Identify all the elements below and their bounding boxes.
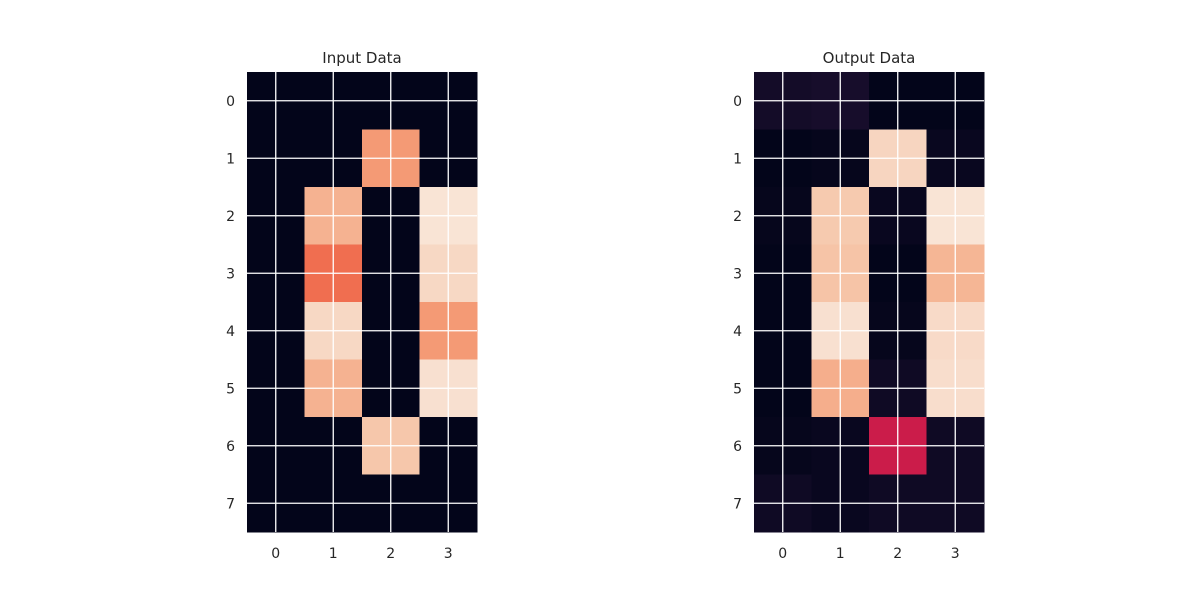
chart-title: Input Data: [322, 49, 401, 67]
y-tick-label: 5: [733, 381, 742, 397]
y-tick-label: 4: [226, 324, 235, 340]
y-tick-label: 1: [226, 151, 235, 167]
x-tick-label: 3: [951, 546, 960, 562]
x-tick-label: 3: [444, 546, 453, 562]
x-tick-label: 0: [778, 546, 787, 562]
x-tick-label: 0: [271, 546, 280, 562]
y-tick-label: 0: [226, 94, 235, 110]
y-tick-label: 7: [226, 496, 235, 512]
y-tick-label: 4: [733, 324, 742, 340]
x-tick-label: 1: [329, 546, 338, 562]
y-tick-label: 0: [733, 94, 742, 110]
y-tick-label: 7: [733, 496, 742, 512]
heatmap-panel-2: Output Data 0 1 2 3 0 1 2 3 4 5 6 7: [733, 49, 985, 562]
y-tick-label: 1: [733, 151, 742, 167]
x-tick-label: 2: [893, 546, 902, 562]
x-tick-label: 2: [386, 546, 395, 562]
y-tick-label: 3: [733, 266, 742, 282]
x-tick-label: 1: [836, 546, 845, 562]
y-tick-label: 2: [733, 209, 742, 225]
y-tick-label: 6: [733, 439, 742, 455]
y-tick-label: 2: [226, 209, 235, 225]
y-tick-label: 6: [226, 439, 235, 455]
y-tick-label: 5: [226, 381, 235, 397]
chart-title: Output Data: [823, 49, 916, 67]
heatmap-panel-1: Input Data 0 1 2 3 0 1 2 3 4 5 6 7: [226, 49, 478, 562]
y-tick-label: 3: [226, 266, 235, 282]
